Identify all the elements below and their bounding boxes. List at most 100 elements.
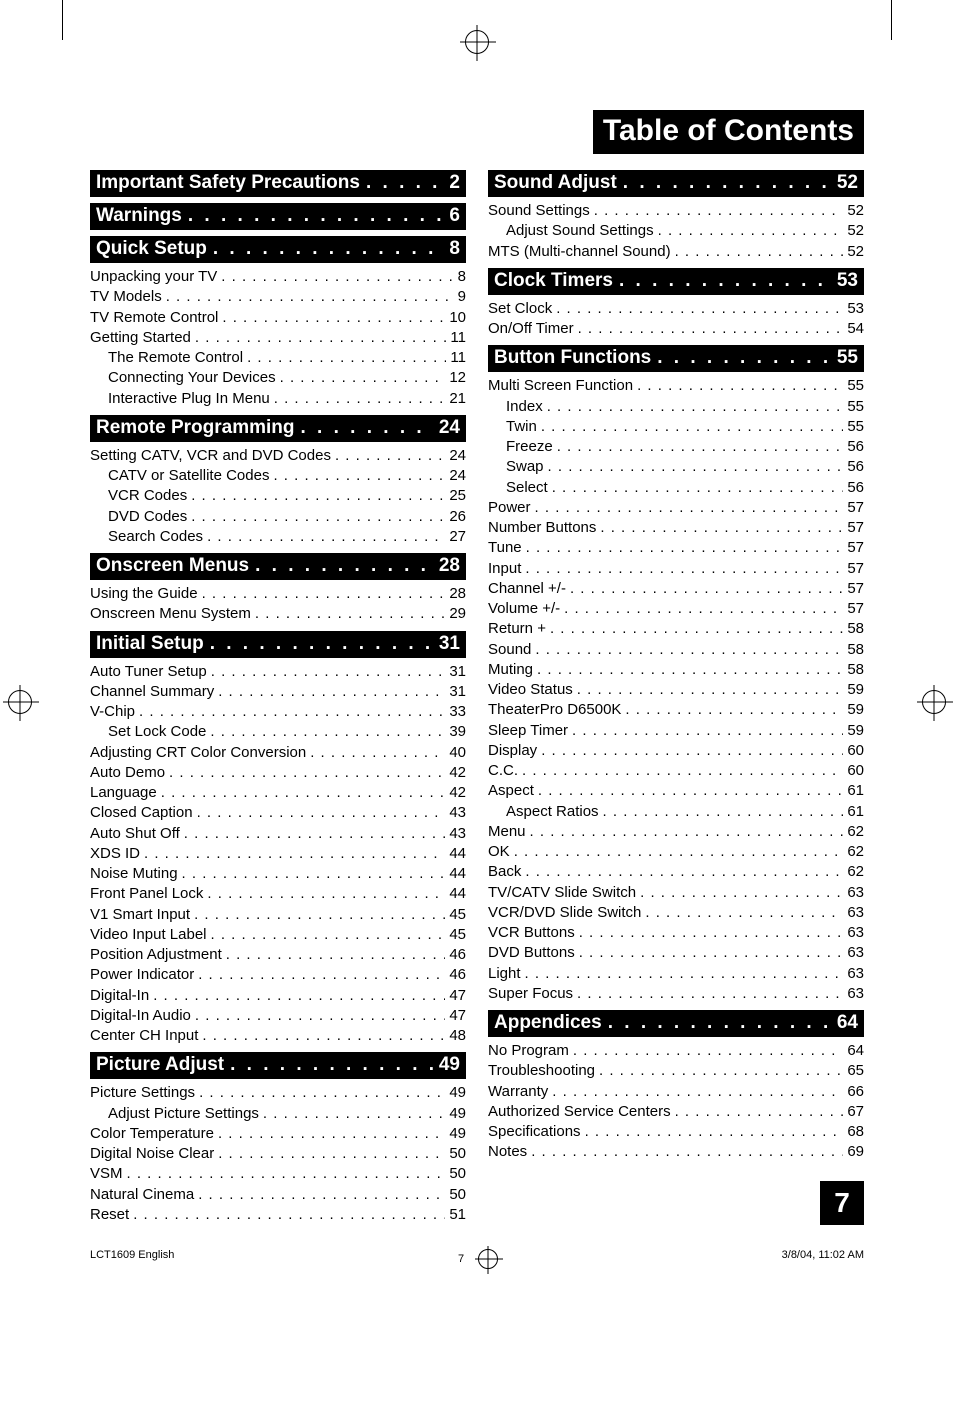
toc-entry: VCR Codes. . . . . . . . . . . . . . . .… — [90, 486, 466, 506]
leader-dots: . . . . . . . . . . . . . . . . . . . . … — [218, 1144, 445, 1164]
toc-entry: TheaterPro D6500K. . . . . . . . . . . .… — [488, 700, 864, 720]
toc-entry-page: 46 — [449, 965, 466, 985]
section-title: Initial Setup — [96, 633, 204, 655]
leader-dots: . . . . . . . . . . . . . . . . . . . . … — [625, 700, 843, 720]
toc-entry: Language. . . . . . . . . . . . . . . . … — [90, 783, 466, 803]
toc-entry-label: DVD Buttons — [488, 943, 575, 963]
toc-entry: Input. . . . . . . . . . . . . . . . . .… — [488, 559, 864, 579]
toc-entry: Search Codes. . . . . . . . . . . . . . … — [90, 527, 466, 547]
leader-dots: . . . . . . . . . . . . . . . . . . . . … — [526, 538, 844, 558]
toc-section-heading: Quick Setup . . . . . . . . . . . . . . … — [90, 236, 466, 263]
toc-entry-label: Select — [506, 478, 548, 498]
toc-entry-page: 26 — [449, 507, 466, 527]
toc-entry-page: 61 — [847, 802, 864, 822]
section-page: 8 — [449, 238, 460, 260]
toc-entry-page: 39 — [449, 722, 466, 742]
leader-dots: . . . . . . . . . . . . . . . . . . . . — [230, 1054, 433, 1076]
toc-entry-page: 58 — [847, 619, 864, 639]
leader-dots: . . . . . . . . . . . . . . . . . . . . … — [535, 640, 843, 660]
toc-entry: Aspect. . . . . . . . . . . . . . . . . … — [488, 781, 864, 801]
toc-entry-page: 58 — [847, 660, 864, 680]
toc-entry-label: Noise Muting — [90, 864, 178, 884]
toc-entry: TV Models. . . . . . . . . . . . . . . .… — [90, 287, 466, 307]
toc-entry: Twin. . . . . . . . . . . . . . . . . . … — [488, 417, 864, 437]
leader-dots: . . . . . . . . . . . . . . . . . . . . … — [550, 619, 843, 639]
leader-dots: . . . . . . . . . . . . . . . . . . . . … — [603, 802, 844, 822]
toc-entry: Color Temperature. . . . . . . . . . . .… — [90, 1124, 466, 1144]
toc-entry: DVD Buttons. . . . . . . . . . . . . . .… — [488, 943, 864, 963]
toc-entry: Getting Started. . . . . . . . . . . . .… — [90, 328, 466, 348]
toc-entry-label: Language — [90, 783, 157, 803]
toc-entry: Picture Settings. . . . . . . . . . . . … — [90, 1083, 466, 1103]
page-content: Table of Contents Important Safety Preca… — [0, 0, 954, 1285]
toc-entry-label: OK — [488, 842, 510, 862]
leader-dots: . . . . . . . . . . . . . . . . . . . . … — [161, 783, 446, 803]
toc-entry: Number Buttons. . . . . . . . . . . . . … — [488, 518, 864, 538]
leader-dots: . . . . . . . . . . . . . . . . . . . . … — [675, 1102, 844, 1122]
toc-entry: Reset. . . . . . . . . . . . . . . . . .… — [90, 1205, 466, 1225]
toc-entry-label: Adjust Sound Settings — [506, 221, 654, 241]
toc-right-column: Sound Adjust . . . . . . . . . . . . . .… — [488, 164, 864, 1225]
toc-entry-page: 57 — [847, 518, 864, 538]
leader-dots: . . . . . . . . . . . . . . . . . . . . … — [127, 1164, 446, 1184]
leader-dots: . . . . . . . . . . . . . . . . . . . . … — [255, 604, 445, 624]
toc-entry-label: XDS ID — [90, 844, 140, 864]
toc-entry-page: 49 — [449, 1104, 466, 1124]
leader-dots: . . . . . . . . . . . . . . . . . . . . … — [211, 662, 446, 682]
leader-dots: . . . . . . . . . . . . . . . . . . . . … — [535, 498, 844, 518]
leader-dots: . . . . . . . . . . . . . . . . . . . . … — [530, 822, 844, 842]
toc-entry-page: 24 — [449, 446, 466, 466]
toc-entry-label: Sleep Timer — [488, 721, 568, 741]
toc-entry: Swap. . . . . . . . . . . . . . . . . . … — [488, 457, 864, 477]
toc-entry: Tune. . . . . . . . . . . . . . . . . . … — [488, 538, 864, 558]
toc-entry-label: Power Indicator — [90, 965, 194, 985]
toc-entry-label: TheaterPro D6500K — [488, 700, 621, 720]
toc-section-heading: Sound Adjust . . . . . . . . . . . . . .… — [488, 170, 864, 197]
toc-entry: V-Chip. . . . . . . . . . . . . . . . . … — [90, 702, 466, 722]
toc-entry-page: 62 — [847, 822, 864, 842]
toc-entry: Digital-In. . . . . . . . . . . . . . . … — [90, 986, 466, 1006]
toc-entry-page: 64 — [847, 1041, 864, 1061]
leader-dots: . . . . . . . . . . . . . . . . . . . . … — [169, 763, 445, 783]
toc-entry-label: Return + — [488, 619, 546, 639]
toc-entry-page: 47 — [449, 986, 466, 1006]
toc-entry-label: Index — [506, 397, 543, 417]
toc-entry-label: Input — [488, 559, 521, 579]
leader-dots: . . . . . . . . . . . . . . . . . . . . … — [207, 884, 445, 904]
toc-entry: Power Indicator. . . . . . . . . . . . .… — [90, 965, 466, 985]
leader-dots: . . . . . . . . . . . . . . . . . . . . … — [222, 308, 445, 328]
leader-dots: . . . . . . . . . . . . . . . . . . . . … — [514, 842, 844, 862]
leader-dots: . . . . . . . . . . . . . . . . . . . . … — [577, 680, 844, 700]
toc-entry-label: VSM — [90, 1164, 123, 1184]
leader-dots: . . . . . . . . . . . . . . . . . . . . … — [579, 943, 844, 963]
toc-entry-page: 51 — [449, 1205, 466, 1225]
toc-entry-page: 63 — [847, 903, 864, 923]
leader-dots: . . . . . . . . . . . . . . . . . . . . … — [585, 1122, 844, 1142]
toc-entry-page: 49 — [449, 1083, 466, 1103]
toc-entry: Menu. . . . . . . . . . . . . . . . . . … — [488, 822, 864, 842]
leader-dots: . . . . . . . . . . . . . . . . . . . . … — [221, 267, 453, 287]
toc-entry: Setting CATV, VCR and DVD Codes. . . . .… — [90, 446, 466, 466]
leader-dots: . . . . . . . . . . . . . . . . . . . . — [210, 633, 433, 655]
leader-dots: . . . . . . . . . . . . . . . . . . . . … — [572, 721, 843, 741]
toc-entry-page: 55 — [847, 397, 864, 417]
toc-entry-label: CATV or Satellite Codes — [108, 466, 269, 486]
toc-entry-page: 47 — [449, 1006, 466, 1026]
toc-entry: OK. . . . . . . . . . . . . . . . . . . … — [488, 842, 864, 862]
toc-entry: Light. . . . . . . . . . . . . . . . . .… — [488, 964, 864, 984]
toc-entry-page: 62 — [847, 862, 864, 882]
toc-entry-label: Video Input Label — [90, 925, 207, 945]
toc-entry: Front Panel Lock. . . . . . . . . . . . … — [90, 884, 466, 904]
toc-entry-label: Troubleshooting — [488, 1061, 595, 1081]
leader-dots: . . . . . . . . . . . . . . . . . . . . … — [522, 761, 843, 781]
toc-entry-page: 57 — [847, 498, 864, 518]
toc-entry-label: Authorized Service Centers — [488, 1102, 671, 1122]
toc-entry: Power. . . . . . . . . . . . . . . . . .… — [488, 498, 864, 518]
toc-entry: Adjust Picture Settings. . . . . . . . .… — [90, 1104, 466, 1124]
toc-entry-page: 59 — [847, 721, 864, 741]
toc-entry: Select. . . . . . . . . . . . . . . . . … — [488, 478, 864, 498]
toc-entry: Adjusting CRT Color Conversion. . . . . … — [90, 743, 466, 763]
toc-entry-label: The Remote Control — [108, 348, 243, 368]
toc-entry-label: On/Off Timer — [488, 319, 574, 339]
leader-dots: . . . . . . . . . . . . . . . . . . . . … — [153, 986, 445, 1006]
